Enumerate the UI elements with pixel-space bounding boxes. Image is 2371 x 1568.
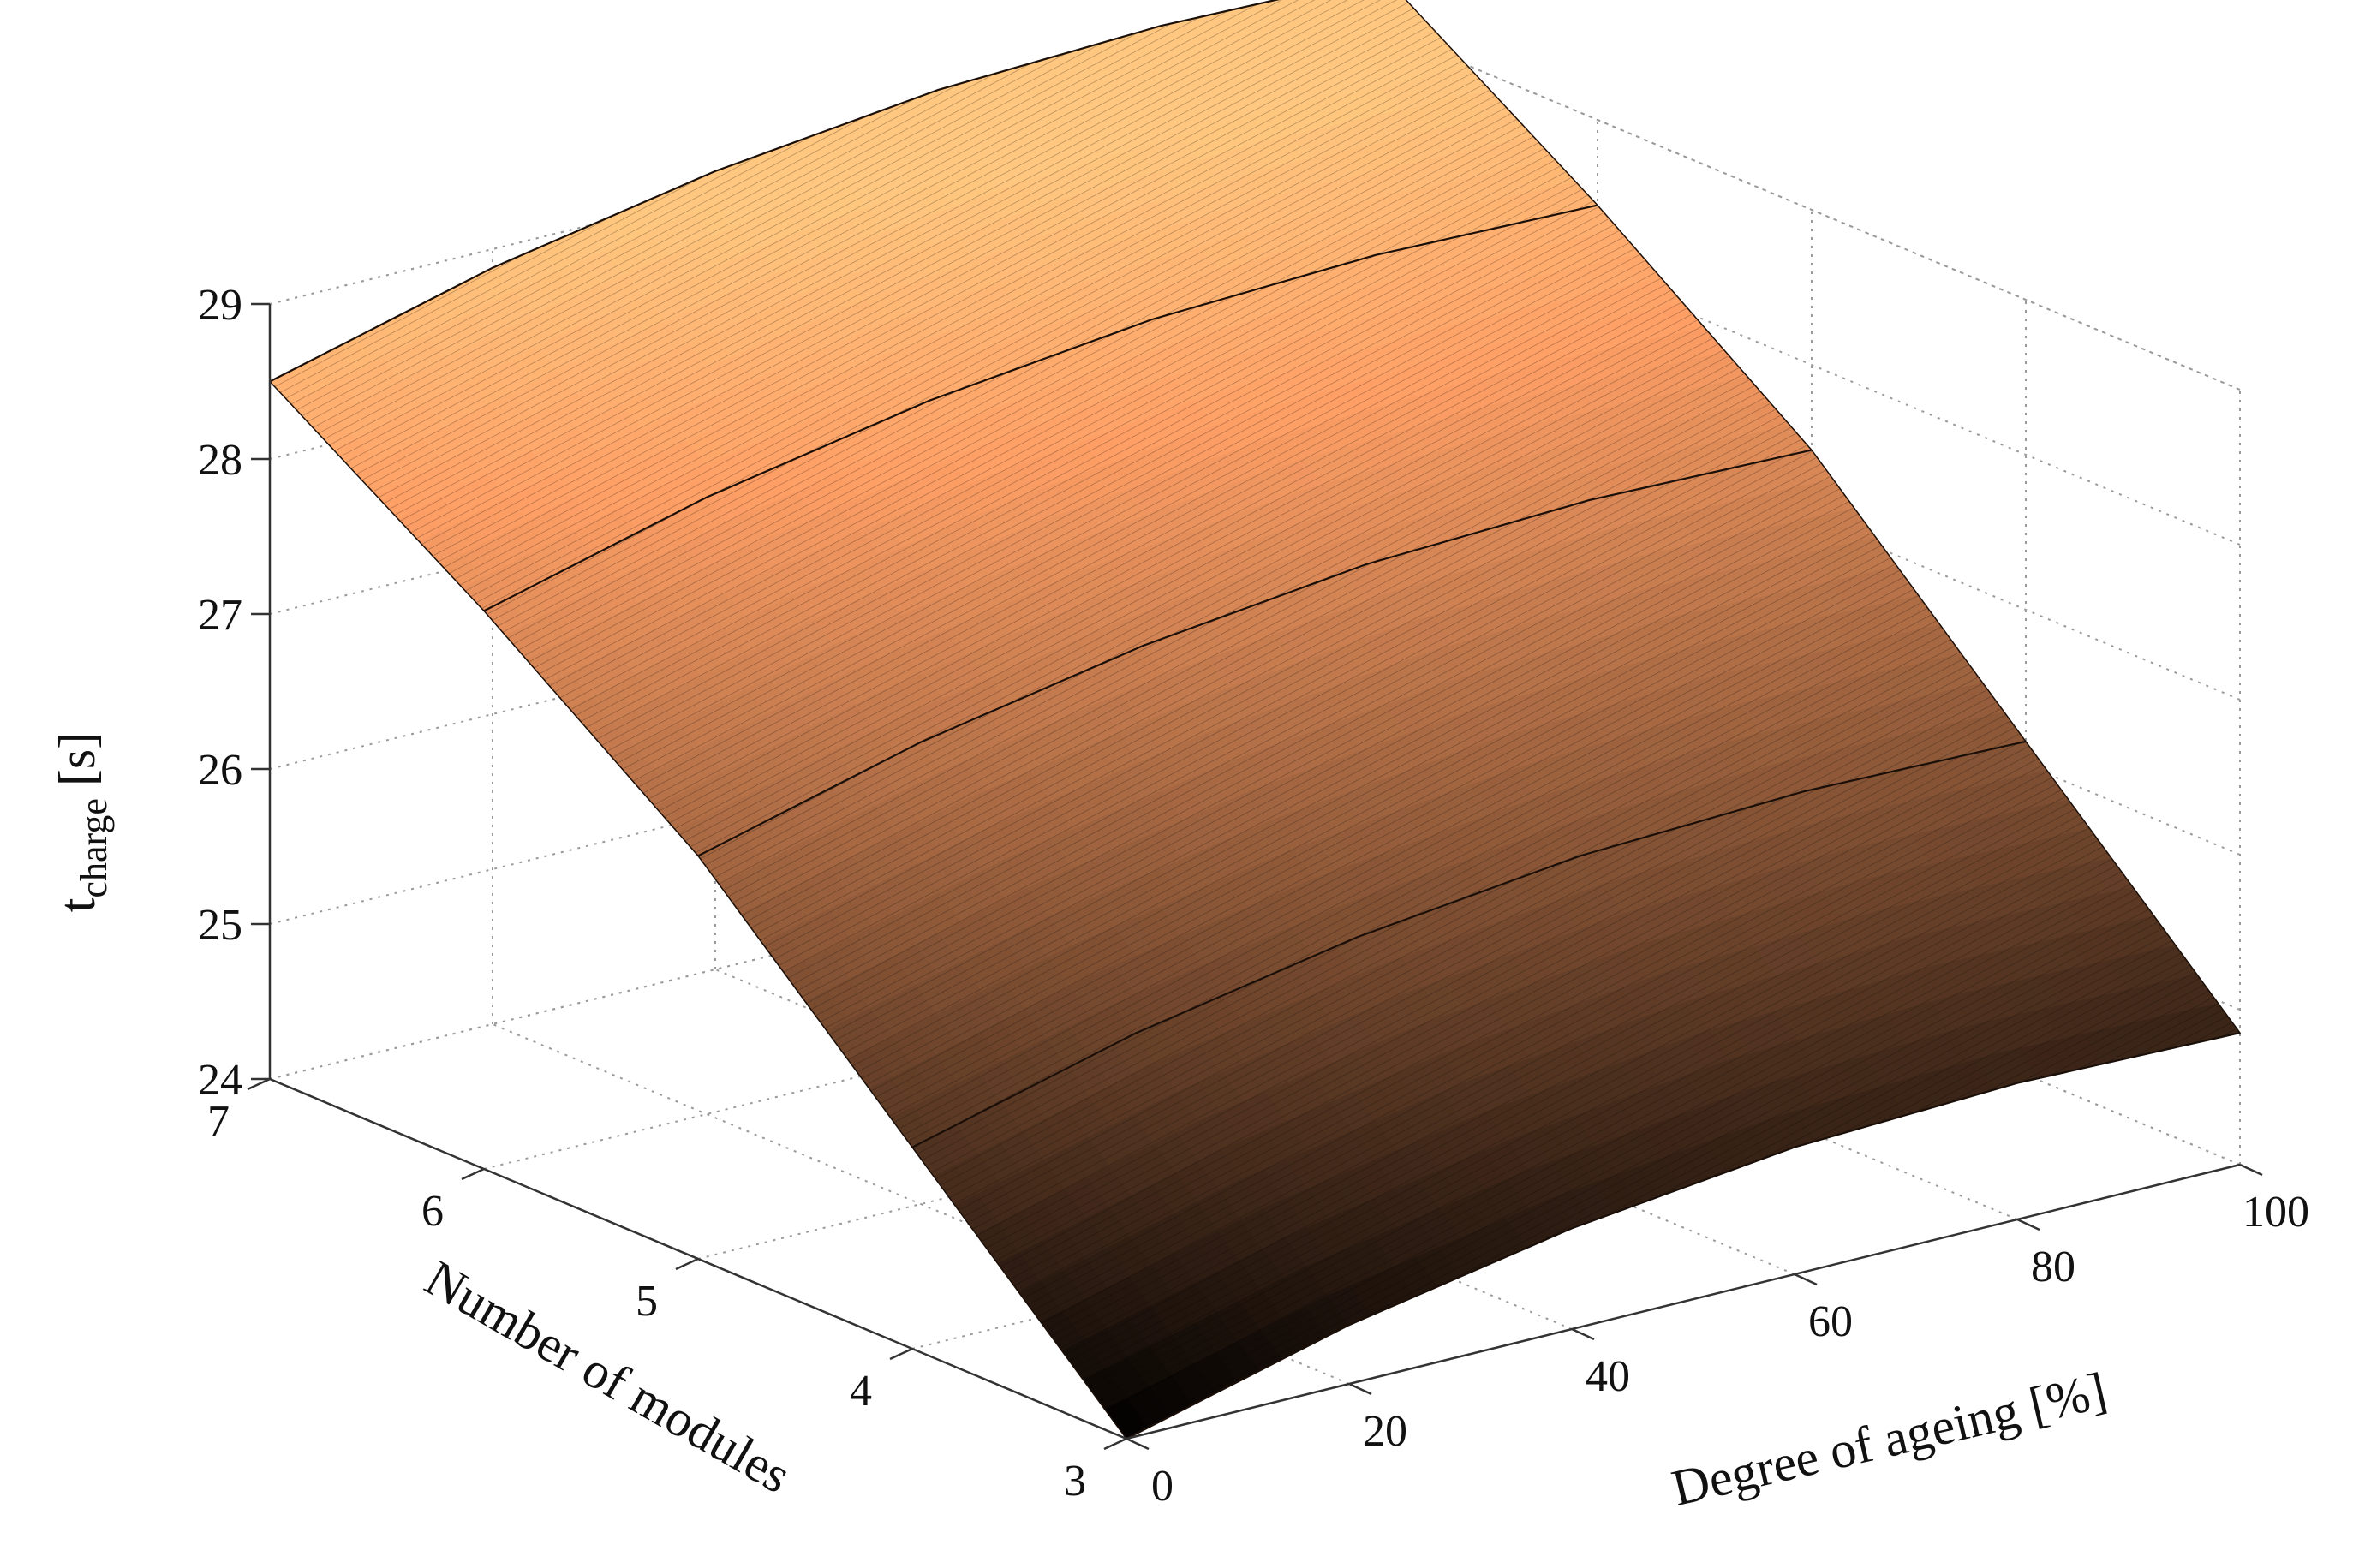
x-tick bbox=[2016, 1218, 2040, 1231]
z-tick-label: 28 bbox=[198, 436, 242, 485]
surface-contour-line bbox=[483, 204, 1598, 612]
surface-contour-line bbox=[697, 449, 1813, 857]
surface-layer bbox=[268, 0, 2242, 1440]
x-tick-label: 80 bbox=[2031, 1243, 2075, 1291]
z-tick-label: 27 bbox=[198, 591, 242, 640]
x-tick bbox=[1348, 1382, 1372, 1396]
x-axis-line bbox=[1126, 1163, 2241, 1440]
y-tick-label: 5 bbox=[636, 1277, 658, 1326]
x-tick-label: 40 bbox=[1586, 1352, 1630, 1401]
y-tick bbox=[247, 1077, 271, 1091]
y-tick-label: 3 bbox=[1064, 1457, 1086, 1505]
x-tick bbox=[2239, 1163, 2263, 1177]
y-tick bbox=[675, 1257, 699, 1271]
x-tick-label: 100 bbox=[2243, 1188, 2309, 1237]
z-tick-label: 29 bbox=[198, 281, 242, 330]
x-tick-label: 0 bbox=[1151, 1462, 1174, 1511]
z-tick-label: 24 bbox=[198, 1056, 242, 1105]
z-axis-label: tcharge [s] bbox=[49, 732, 115, 912]
surface-contour-line bbox=[269, 0, 1281, 383]
surface-contour-line bbox=[1126, 1032, 2241, 1440]
x-axis-label: Degree of ageing [%] bbox=[1667, 1362, 2112, 1517]
y-tick bbox=[1103, 1437, 1127, 1451]
surface-mesh bbox=[268, 0, 2242, 1440]
y-tick bbox=[889, 1347, 913, 1361]
grid-line bbox=[1383, 184, 2241, 546]
x-tick-label: 20 bbox=[1363, 1407, 1407, 1456]
x-tick bbox=[1571, 1327, 1595, 1341]
z-label-subscript: charge bbox=[73, 798, 115, 897]
svg-text:tcharge[s]: tcharge [s] bbox=[49, 732, 115, 912]
z-tick-label: 25 bbox=[198, 901, 242, 950]
y-tick-label: 4 bbox=[850, 1367, 872, 1416]
x-tick-label: 60 bbox=[1808, 1297, 1853, 1346]
x-tick bbox=[1794, 1273, 1818, 1286]
z-label-main: t bbox=[49, 897, 105, 912]
x-tick bbox=[1126, 1437, 1150, 1451]
y-tick bbox=[461, 1167, 485, 1181]
surface-contour-line bbox=[911, 740, 2027, 1148]
box-edge bbox=[1383, 29, 2241, 391]
z-label-unit: [s] bbox=[49, 732, 105, 786]
y-axis-label: Number of modules bbox=[416, 1249, 801, 1504]
axes-layer bbox=[247, 302, 2263, 1451]
y-tick-label: 7 bbox=[207, 1097, 230, 1146]
tick-label-layer: 0 20 40 60 80 100 3 4 5 6 724 25 26 27 28 29 bbox=[198, 281, 2309, 1511]
z-tick-label: 26 bbox=[198, 746, 242, 795]
y-tick-label: 6 bbox=[421, 1187, 444, 1236]
